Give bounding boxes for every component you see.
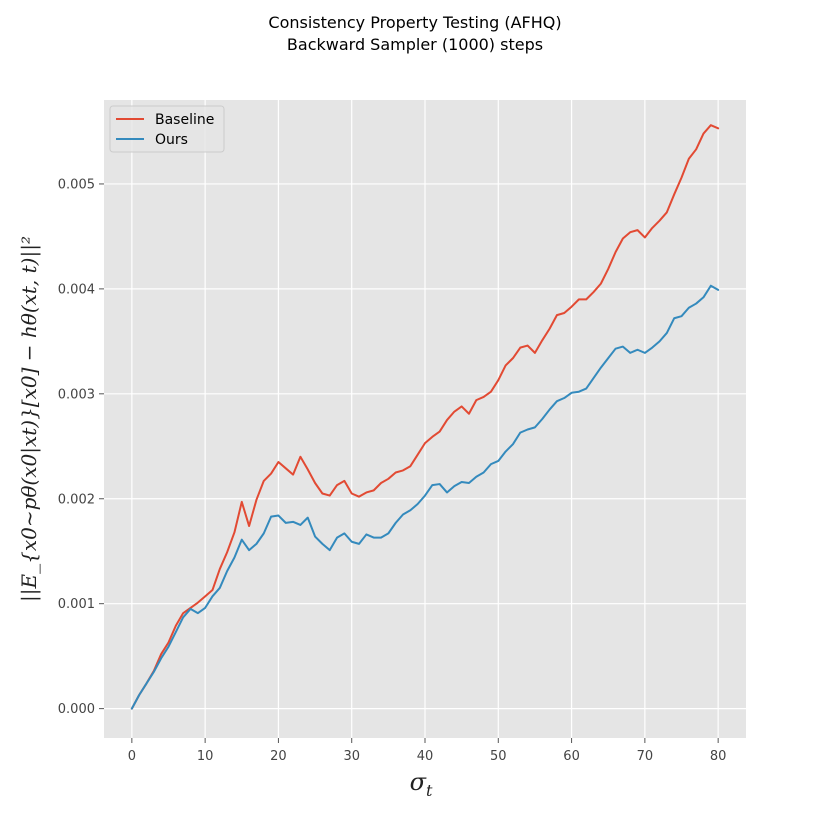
x-tick-label: 10: [197, 749, 214, 764]
x-axis-label: σt: [410, 768, 433, 800]
legend: Baseline Ours: [109, 105, 225, 153]
legend-label-baseline: Baseline: [155, 112, 214, 128]
y-tick-label: 0.005: [58, 177, 95, 192]
y-tick-label: 0.000: [58, 702, 95, 717]
y-axis-label: ||E_{x0~pθ(x0|xt)}[x0] − hθ(xt, t)||²: [17, 236, 42, 602]
y-tick-label: 0.002: [58, 492, 95, 507]
x-tick-label: 0: [128, 749, 136, 764]
grid: [104, 100, 746, 738]
x-tick-label: 70: [637, 749, 654, 764]
y-tick-label: 0.004: [58, 282, 95, 297]
x-tick-label: 40: [417, 749, 434, 764]
x-tick-label: 80: [710, 749, 727, 764]
series-group: [130, 124, 720, 710]
x-tick-label: 60: [563, 749, 580, 764]
chart-subtitle: Backward Sampler (1000) steps: [286, 35, 544, 54]
x-tick-label: 20: [270, 749, 287, 764]
x-tick-label: 30: [343, 749, 360, 764]
y-tick-label: 0.003: [58, 387, 95, 402]
legend-label-ours: Ours: [155, 132, 188, 148]
axis-ticks: 0 10 20 30 40 50 60 70 80 0.000 0.001 0.002 0.003 0.0…: [58, 177, 727, 764]
series-line-ours: [130, 284, 720, 710]
chart-title: Consistency Property Testing (AFHQ): [268, 13, 562, 32]
legend-box: [109, 105, 225, 153]
y-tick-label: 0.001: [58, 597, 95, 612]
x-tick-label: 50: [490, 749, 507, 764]
series-line-baseline: [130, 124, 720, 710]
